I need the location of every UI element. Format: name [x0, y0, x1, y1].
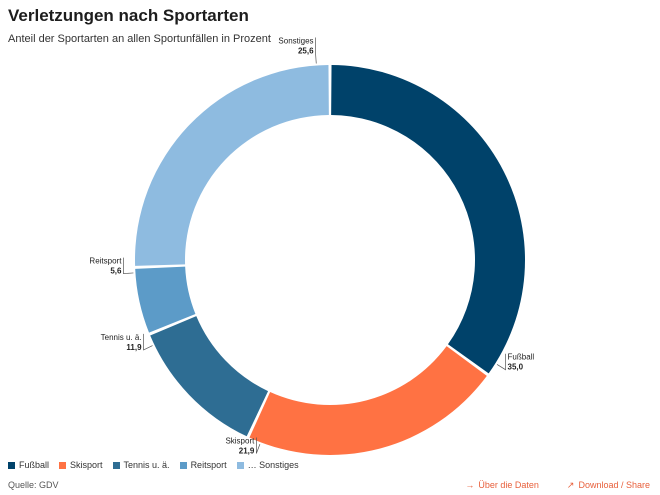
- legend-item-tennis-u-ä[interactable]: Tennis u. ä.: [112, 460, 170, 470]
- slice-label-tennis-u-ä: Tennis u. ä.: [101, 333, 142, 342]
- slice-tennis-u-ä[interactable]: [150, 316, 269, 437]
- slice-fußball[interactable]: [331, 65, 525, 374]
- slice-reitsport[interactable]: [135, 266, 196, 333]
- legend-swatch: [59, 461, 67, 469]
- download-share-link[interactable]: ↗ Download / Share: [567, 480, 650, 491]
- slice-skisport[interactable]: [249, 346, 487, 456]
- slice-sonstiges[interactable]: [135, 65, 329, 266]
- footer-links: → Über die Daten ↗ Download / Share: [465, 480, 650, 491]
- legend-item-fußball[interactable]: Fußball: [8, 460, 49, 470]
- slice-value-sonstiges: 25,6: [298, 47, 314, 56]
- arrow-right-icon: →: [465, 480, 475, 490]
- slice-label-sonstiges: Sonstiges: [278, 37, 313, 46]
- legend-label: Reitsport: [190, 460, 227, 470]
- chart-title: Verletzungen nach Sportarten: [8, 6, 249, 25]
- leader-line-reitsport: [123, 257, 134, 274]
- legend-swatch: [179, 461, 187, 469]
- leader-line-sonstiges: [315, 37, 317, 64]
- download-share-label: Download / Share: [578, 480, 650, 490]
- legend-label: Tennis u. ä.: [123, 460, 170, 470]
- leader-line-tennis-u-ä: [143, 333, 153, 351]
- legend-label: Skisport: [70, 460, 103, 470]
- legend-item-sonstiges[interactable]: … Sonstiges: [236, 460, 299, 470]
- slice-label-skisport: Skisport: [225, 436, 255, 445]
- arrow-up-right-icon: ↗: [566, 480, 575, 490]
- about-data-label: Über die Daten: [478, 480, 539, 490]
- legend-item-skisport[interactable]: Skisport: [59, 460, 103, 470]
- about-data-link[interactable]: → Über die Daten: [465, 480, 539, 491]
- slice-value-tennis-u-ä: 11,9: [126, 343, 142, 352]
- legend: Fußball Skisport Tennis u. ä. Reitsport … So…: [8, 460, 299, 470]
- legend-label: … Sonstiges: [247, 460, 299, 470]
- legend-swatch: [236, 461, 244, 469]
- leader-line-skisport: [256, 437, 261, 454]
- chart-subtitle: Anteil der Sportarten an allen Sportunfä…: [8, 33, 271, 45]
- legend-swatch: [8, 461, 15, 469]
- legend-item-reitsport[interactable]: Reitsport: [179, 460, 227, 470]
- legend-label: Fußball: [19, 460, 50, 470]
- slice-value-reitsport: 5,6: [110, 267, 122, 276]
- legend-swatch: [112, 461, 120, 469]
- source-note: Quelle: GDV: [8, 480, 59, 490]
- slice-value-skisport: 21,9: [239, 446, 255, 455]
- slice-value-fußball: 35,0: [508, 363, 524, 372]
- slice-label-reitsport: Reitsport: [89, 257, 122, 266]
- slice-label-fußball: Fußball: [508, 353, 535, 362]
- leader-line-fußball: [496, 353, 506, 371]
